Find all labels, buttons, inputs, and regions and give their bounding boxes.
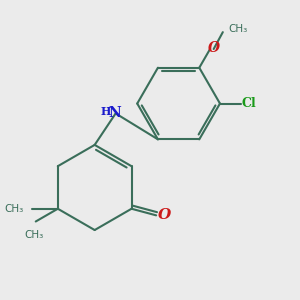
Text: H: H (101, 106, 111, 116)
Text: N: N (109, 106, 122, 120)
Text: O: O (208, 41, 220, 56)
Text: CH₃: CH₃ (25, 230, 44, 240)
Text: CH₃: CH₃ (5, 204, 24, 214)
Text: Cl: Cl (241, 97, 256, 110)
Text: CH₃: CH₃ (228, 24, 248, 34)
Text: O: O (158, 208, 171, 222)
